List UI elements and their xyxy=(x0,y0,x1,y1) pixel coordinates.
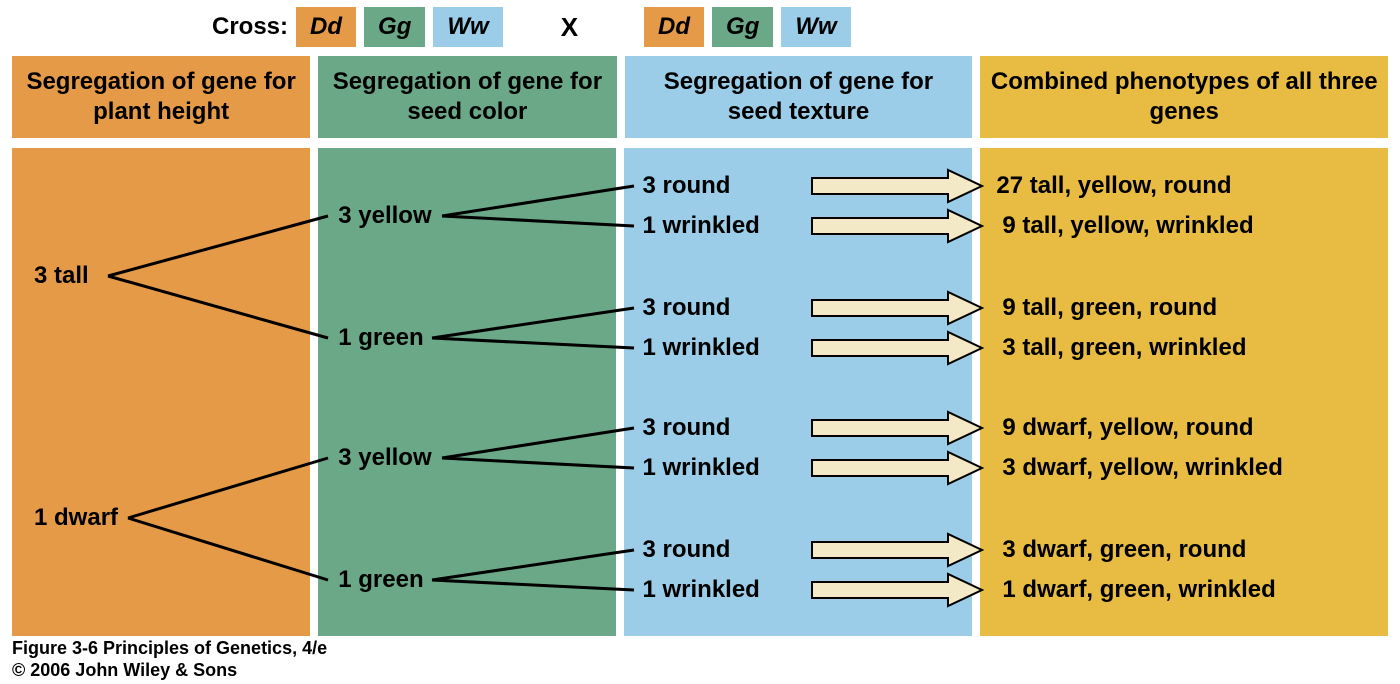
body-area: 3 tall 1 dwarf 3 yellow 1 green 3 yellow 1 gr… xyxy=(12,148,1388,636)
cross-label: Cross: xyxy=(212,13,288,41)
combined-item-6: 3 dwarf, green, round xyxy=(1002,536,1246,564)
parent1-allele-2: Ww xyxy=(433,7,502,47)
combined-item-5: 3 dwarf, yellow, wrinkled xyxy=(1002,454,1283,482)
column-body-2: 3 round 1 wrinkled 3 round 1 wrinkled 3 roun… xyxy=(624,148,972,636)
figure-container: Cross: DdGgWw X DdGgWw Segregation of ge… xyxy=(0,0,1400,684)
color-item-0: 3 yellow xyxy=(338,202,431,230)
column-header-0: Segregation of gene for plant height xyxy=(12,56,310,138)
texture-item-1: 1 wrinkled xyxy=(642,212,759,240)
combined-item-1: 9 tall, yellow, wrinkled xyxy=(1002,212,1253,240)
cross-x-symbol: X xyxy=(561,12,578,43)
texture-item-5: 1 wrinkled xyxy=(642,454,759,482)
texture-item-4: 3 round xyxy=(642,414,730,442)
column-header-1: Segregation of gene for seed color xyxy=(318,56,616,138)
color-item-2: 3 yellow xyxy=(338,444,431,472)
color-item-1: 1 green xyxy=(338,324,423,352)
texture-item-2: 3 round xyxy=(642,294,730,322)
column-body-0: 3 tall 1 dwarf xyxy=(12,148,310,636)
column-headers: Segregation of gene for plant heightSegr… xyxy=(12,56,1388,138)
parent1-allele-0: Dd xyxy=(296,7,356,47)
texture-item-0: 3 round xyxy=(642,172,730,200)
combined-item-3: 3 tall, green, wrinkled xyxy=(1002,334,1246,362)
column-header-2: Segregation of gene for seed texture xyxy=(625,56,973,138)
texture-item-7: 1 wrinkled xyxy=(642,576,759,604)
combined-item-7: 1 dwarf, green, wrinkled xyxy=(1002,576,1275,604)
parent2-allele-1: Gg xyxy=(712,7,773,47)
combined-item-2: 9 tall, green, round xyxy=(1002,294,1217,322)
column-body-3: 27 tall, yellow, round 9 tall, yellow, wr… xyxy=(980,148,1388,636)
parent2-allele-0: Dd xyxy=(644,7,704,47)
height-item-1: 1 dwarf xyxy=(34,504,118,532)
texture-item-3: 1 wrinkled xyxy=(642,334,759,362)
combined-item-0: 27 tall, yellow, round xyxy=(996,172,1231,200)
color-item-3: 1 green xyxy=(338,566,423,594)
parent1-allele-1: Gg xyxy=(364,7,425,47)
figure-caption-line2: © 2006 John Wiley & Sons xyxy=(12,660,237,681)
combined-item-4: 9 dwarf, yellow, round xyxy=(1002,414,1253,442)
texture-item-6: 3 round xyxy=(642,536,730,564)
height-item-0: 3 tall xyxy=(34,262,89,290)
cross-row: Cross: DdGgWw X DdGgWw xyxy=(0,4,1400,50)
column-body-1: 3 yellow 1 green 3 yellow 1 green xyxy=(318,148,616,636)
parent2-allele-2: Ww xyxy=(781,7,850,47)
figure-caption-line1: Figure 3-6 Principles of Genetics, 4/e xyxy=(12,638,327,659)
column-header-3: Combined phenotypes of all three genes xyxy=(980,56,1388,138)
